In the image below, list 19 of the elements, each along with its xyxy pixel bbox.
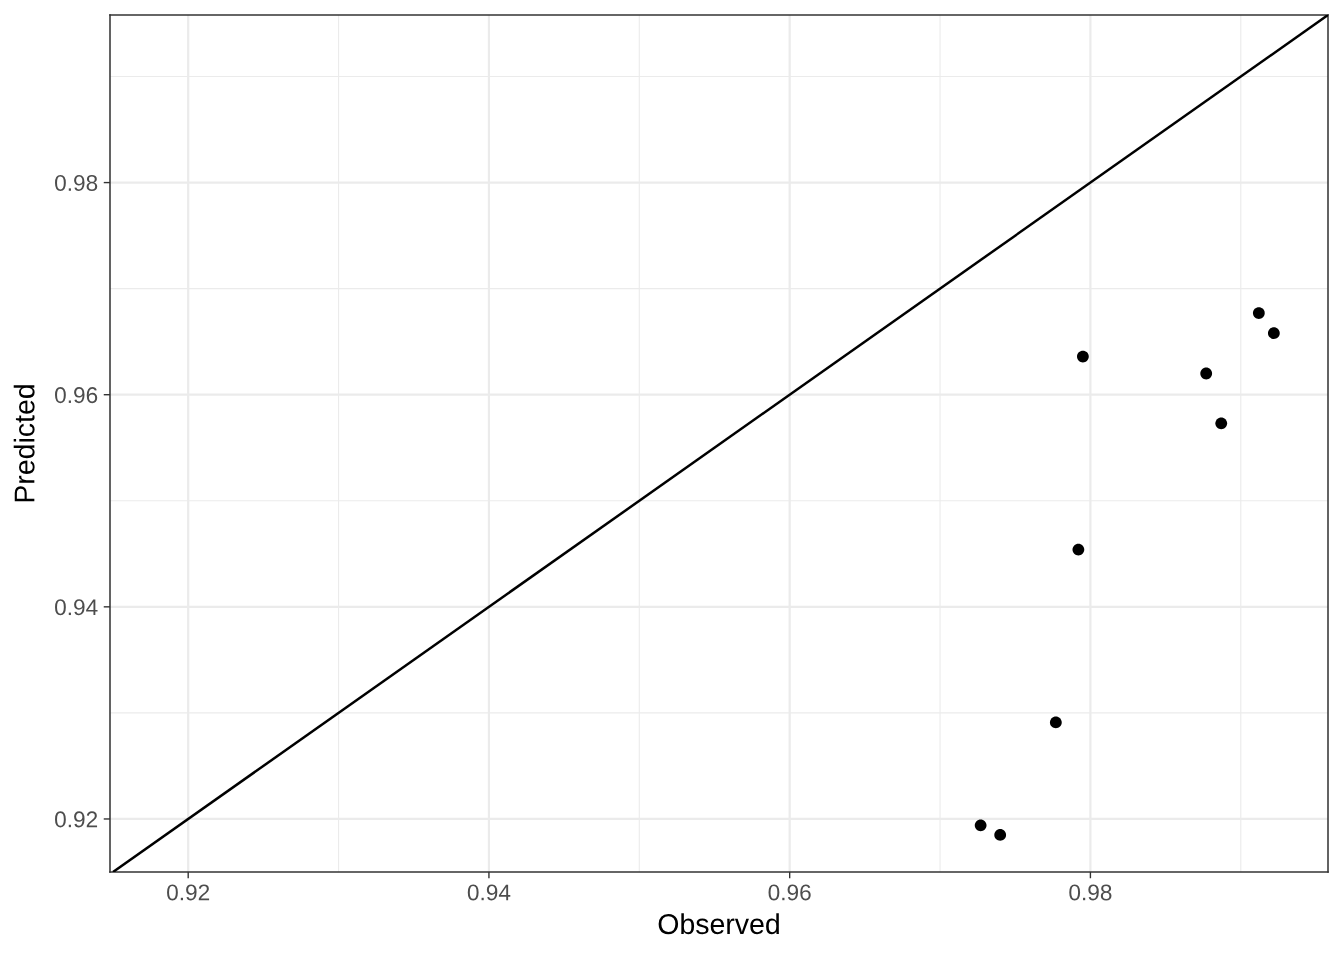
y-tick-label: 0.96	[55, 387, 98, 404]
y-tick-label: 0.98	[55, 174, 98, 192]
y-axis-title: Predicted	[13, 385, 35, 502]
x-tick-label: 0.92	[167, 884, 210, 901]
x-tick-label: 0.98	[1069, 884, 1112, 901]
point	[1072, 543, 1085, 556]
point	[1215, 417, 1228, 430]
y-tick-label: 0.92	[55, 811, 98, 828]
x-tick-label: 0.96	[768, 884, 811, 901]
x-axis-title: Observed	[658, 913, 779, 935]
y-tick-label: 0.94	[55, 599, 98, 616]
point	[974, 819, 987, 832]
point	[994, 828, 1007, 841]
point	[1077, 350, 1089, 363]
point	[1267, 327, 1280, 340]
point	[1200, 367, 1213, 380]
point	[1252, 307, 1265, 319]
x-tick-label: 0.94	[467, 884, 511, 901]
point	[1049, 716, 1062, 729]
